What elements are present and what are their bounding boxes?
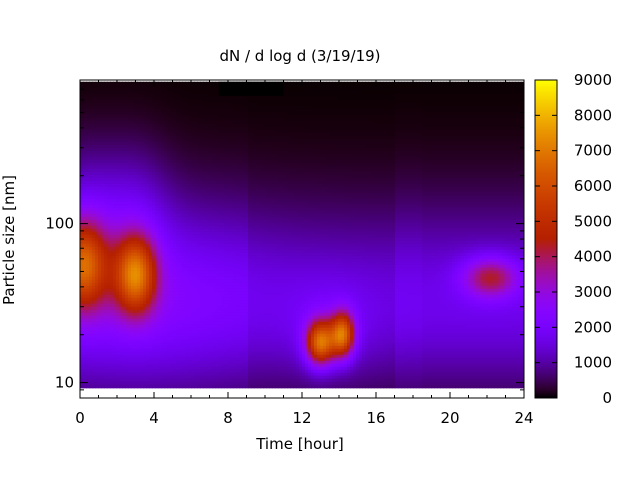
y-axis: 10 100 [45, 88, 524, 392]
colorbar-axis: 0 1000 2000 3000 4000 5000 6000 7000 8000 9000 [535, 71, 612, 407]
y-tick-label: 100 [45, 215, 74, 233]
x-tick-label: 20 [440, 409, 459, 427]
colorbar-tick-label: 7000 [574, 142, 612, 160]
colorbar-tick-label: 9000 [574, 71, 612, 89]
colorbar-tick-label: 0 [602, 389, 612, 407]
colorbar-tick-label: 3000 [574, 283, 612, 301]
colorbar-tick-label: 8000 [574, 106, 612, 124]
colorbar-tick-label: 1000 [574, 354, 612, 372]
x-tick-label: 4 [149, 409, 159, 427]
chart-title: dN / d log d (3/19/19) [219, 47, 380, 65]
heatmap-area [80, 81, 524, 389]
colorbar-tick-label: 5000 [574, 212, 612, 230]
colorbar-tick-label: 2000 [574, 318, 612, 336]
colorbar [534, 79, 558, 399]
colorbar-tick-label: 6000 [574, 177, 612, 195]
y-tick-label: 10 [55, 374, 74, 392]
x-tick-label: 24 [514, 409, 533, 427]
x-tick-label: 8 [223, 409, 233, 427]
y-axis-label: Particle size [nm] [0, 175, 18, 305]
x-axis-label: Time [hour] [255, 435, 344, 453]
colorbar-tick-label: 4000 [574, 248, 612, 266]
x-tick-label: 16 [366, 409, 385, 427]
x-tick-label: 12 [292, 409, 311, 427]
x-axis: 0 4 8 12 16 20 24 [75, 80, 534, 427]
x-tick-label: 0 [75, 409, 85, 427]
